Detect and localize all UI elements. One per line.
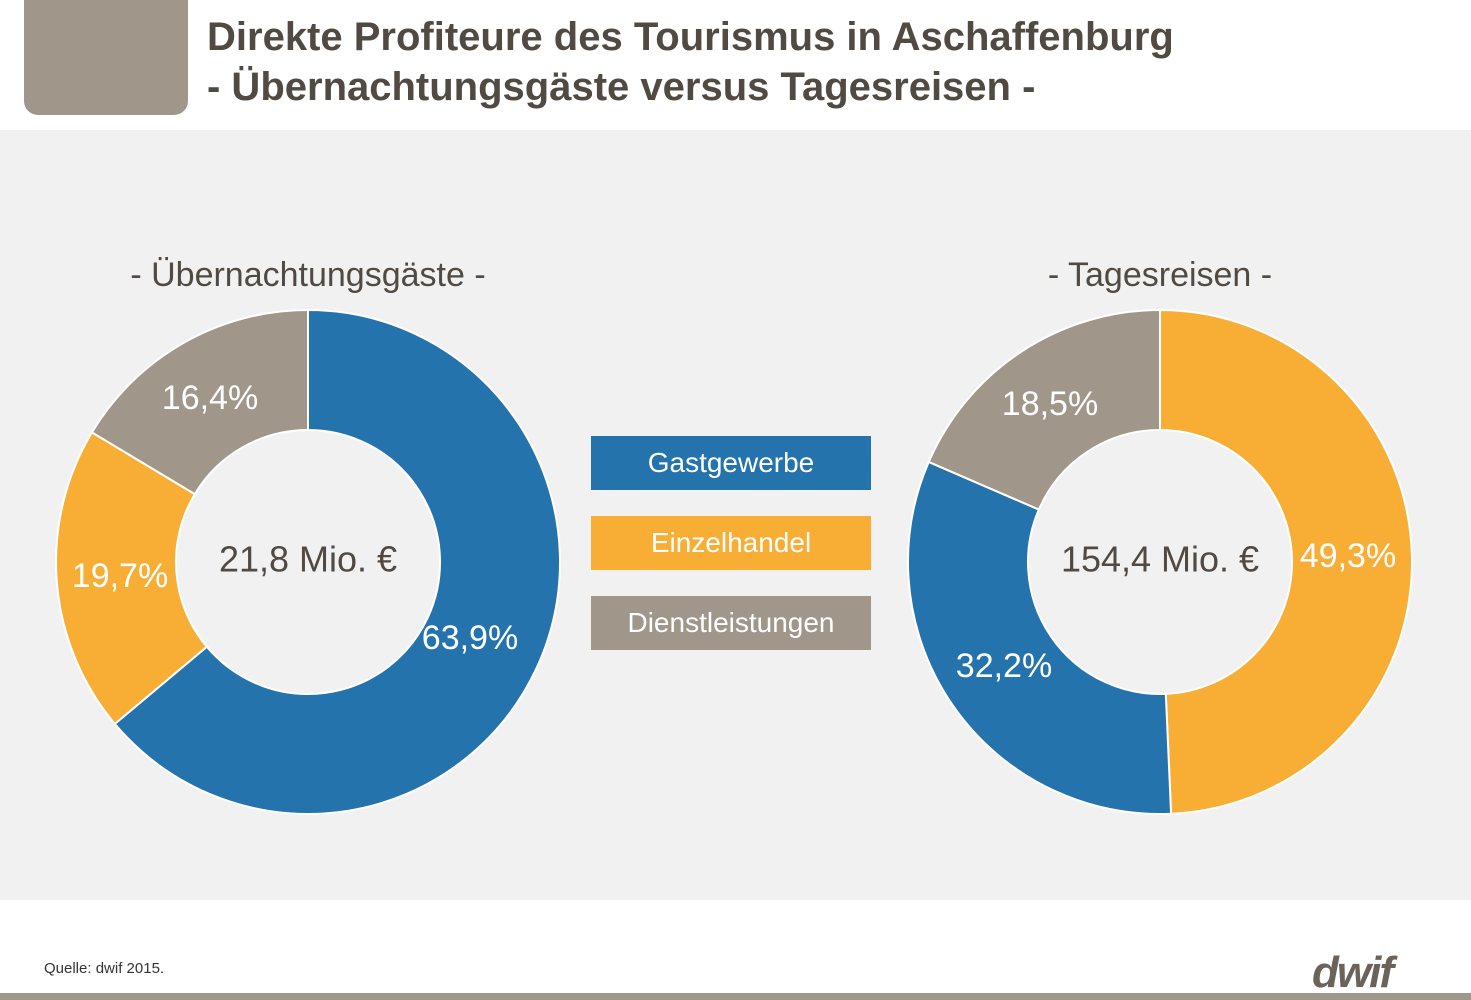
slice-label-dienstleistungen: 16,4%	[162, 379, 258, 417]
legend-gastgewerbe: Gastgewerbe	[591, 436, 871, 490]
slice-label-gastgewerbe: 63,9%	[422, 619, 518, 657]
slice-gastgewerbe	[907, 460, 1173, 815]
legend-dienstleistungen: Dienstleistungen	[591, 596, 871, 650]
slice-label-gastgewerbe: 32,2%	[956, 647, 1052, 685]
footer-line	[0, 993, 1471, 1000]
slice-dienstleistungen	[927, 308, 1161, 511]
center-total-label: 154,4 Mio. €	[1061, 539, 1259, 580]
title-line-2: - Übernachtungsgäste versus Tagesreisen …	[207, 65, 1036, 109]
chart-title: - Übernachtungsgäste -	[130, 256, 485, 294]
chart-title: - Tagesreisen -	[1048, 256, 1272, 294]
slice-label-einzelhandel: 49,3%	[1300, 537, 1396, 575]
chart-uebernachtungsgaeste: 63,9% 19,7% 16,4% 21,8 Mio. € - Übernachtung…	[55, 256, 561, 815]
legend-einzelhandel-label: Einzelhandel	[650, 527, 812, 558]
legend-einzelhandel: Einzelhandel	[591, 516, 871, 570]
legend-dienstleistungen-label: Dienstleistungen	[627, 607, 835, 638]
title-line-1: Direkte Profiteure des Tourismus in Asch…	[207, 15, 1174, 59]
center-total-label: 21,8 Mio. €	[219, 539, 397, 580]
chart-tagesreisen: 49,3% 32,2% 18,5% 154,4 Mio. € - Tagesreisen…	[907, 256, 1413, 815]
slice-gastgewerbe	[113, 308, 561, 815]
slice-einzelhandel	[1159, 308, 1413, 815]
dwif-logo: dwif	[1312, 948, 1394, 997]
slice-label-einzelhandel: 19,7%	[72, 557, 168, 595]
slice-einzelhandel	[55, 430, 209, 726]
legend-gastgewerbe-label: Gastgewerbe	[647, 447, 815, 478]
slice-label-dienstleistungen: 18,5%	[1002, 385, 1098, 423]
slice-dienstleistungen	[90, 308, 309, 496]
source-note: Quelle: dwif 2015.	[44, 960, 165, 977]
header-accent-block	[24, 0, 188, 115]
page-title: Direkte Profiteure des Tourismus in Asch…	[207, 12, 1447, 112]
